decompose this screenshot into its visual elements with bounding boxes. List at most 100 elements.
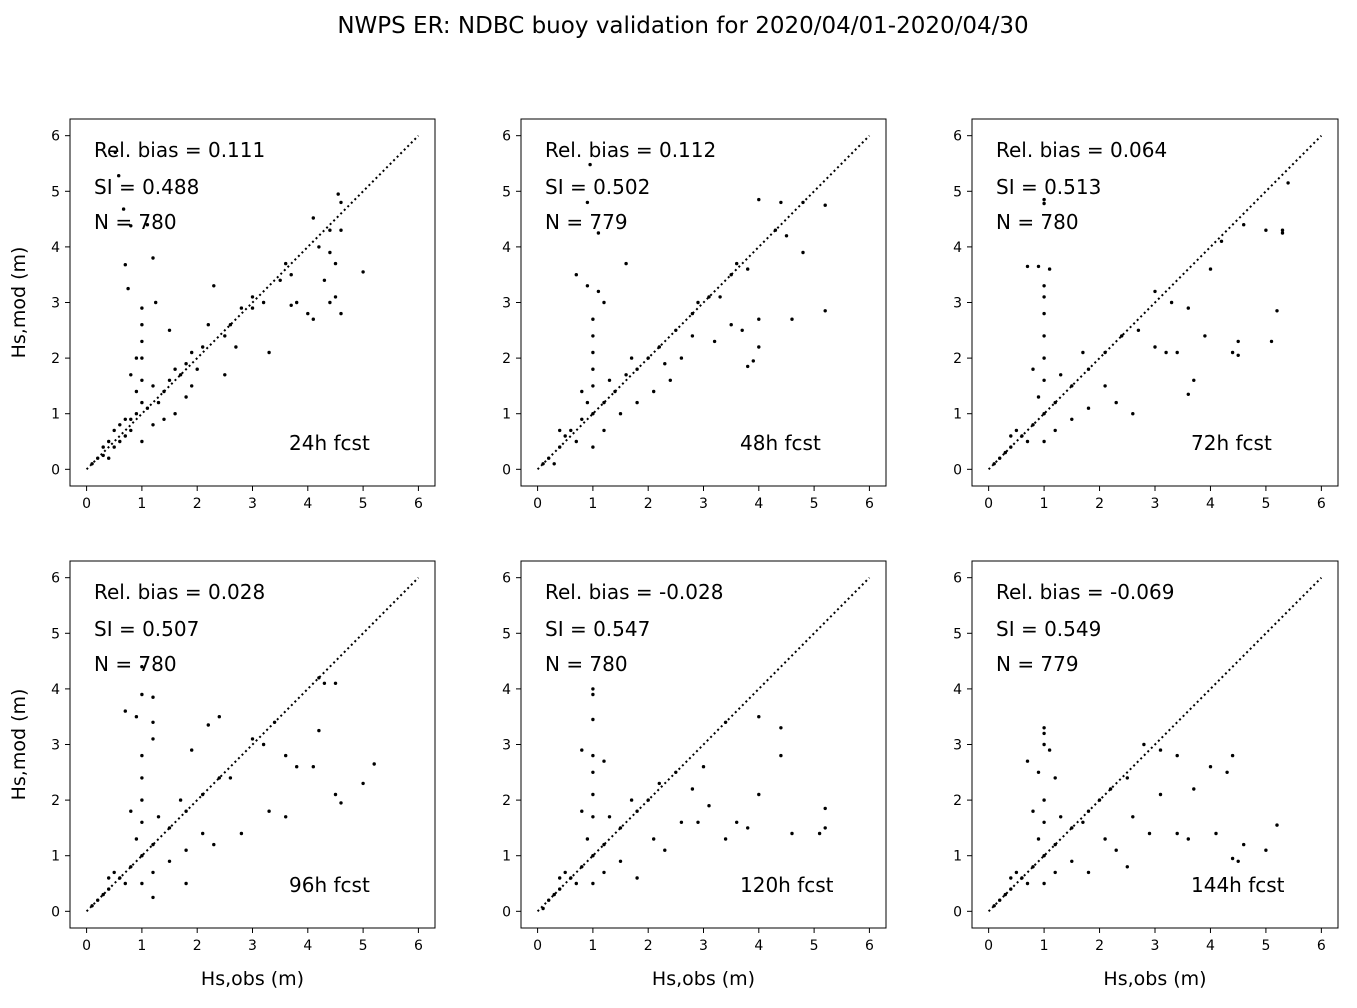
data-point [1142,742,1146,747]
data-point [140,854,144,858]
data-point [1036,837,1041,841]
data-point [1003,450,1007,455]
data-point [790,831,794,836]
data-point [1175,350,1179,355]
data-point [823,806,827,811]
x-tick-label: 5 [359,938,368,954]
data-point [239,306,244,310]
data-point [151,695,155,699]
data-point [1070,417,1074,421]
data-point [618,412,623,416]
data-point [123,434,128,438]
x-tick-label: 6 [865,496,874,512]
data-point [1014,870,1019,875]
scatter-index-text: SI = 0.549 [996,617,1101,641]
data-point [602,428,606,433]
rel-bias-text: Rel. bias = 0.064 [996,138,1167,162]
data-point [779,726,783,730]
data-point [1042,378,1046,382]
data-point [652,837,656,841]
x-tick-label: 0 [533,938,542,954]
y-tick-label: 1 [51,407,60,423]
data-point [284,261,288,266]
data-point [1192,378,1196,382]
y-tick-label: 3 [502,738,511,754]
data-point [234,345,238,349]
data-point [184,395,188,399]
y-tick-label: 4 [51,240,60,256]
data-point [823,826,827,830]
scatter-index-text: SI = 0.507 [94,617,199,641]
data-point [1009,434,1013,438]
data-point [591,334,595,338]
data-point [1158,792,1163,797]
data-point [1236,859,1240,863]
rel-bias-text: Rel. bias = 0.112 [545,138,716,162]
data-point [569,428,573,433]
rel-bias-text: Rel. bias = -0.069 [996,580,1174,604]
data-point [1042,854,1046,858]
data-point [322,681,327,685]
data-point [322,278,327,282]
data-point [757,792,761,797]
data-point [1264,228,1268,232]
data-point [591,687,595,691]
y-tick-label: 0 [953,462,962,478]
data-point [1186,837,1191,841]
x-tick-label: 4 [1206,938,1215,954]
data-point [740,328,744,332]
data-point [339,200,343,205]
data-point [591,753,595,758]
data-point [123,417,128,421]
data-point [1042,201,1046,206]
data-point [1186,392,1191,396]
data-point [1230,350,1235,355]
data-point [1047,267,1052,271]
one-to-one-line [987,134,1323,471]
x-tick-label: 1 [137,496,146,512]
data-point [156,400,161,405]
x-tick-label: 6 [1317,938,1326,954]
data-point [336,192,340,196]
data-point [1025,759,1030,763]
data-point [140,692,144,697]
data-point [140,820,144,824]
x-tick-label: 2 [1095,496,1104,512]
forecast-lead-label: 24h fcst [289,431,370,455]
data-point [817,831,822,836]
data-point [1114,400,1118,405]
data-point [591,815,595,819]
data-point [1086,870,1091,875]
y-tick-label: 5 [502,626,511,642]
data-point [585,400,590,405]
x-tick-label: 5 [1261,938,1270,954]
data-point [1086,406,1091,410]
data-point [718,295,722,299]
data-point [1147,831,1152,836]
data-point [624,261,628,266]
data-point [173,412,177,416]
one-to-one-line [85,134,420,471]
y-tick-label: 1 [51,849,60,865]
x-tick-label: 4 [754,496,763,512]
data-point [1280,231,1285,235]
data-point [1031,367,1035,371]
x-tick-label: 0 [984,938,993,954]
data-point [184,848,188,852]
y-tick-label: 6 [502,571,511,587]
data-point [1009,876,1013,880]
data-point [1053,428,1057,433]
data-point [1036,395,1041,399]
data-point [1053,776,1057,780]
x-tick-label: 1 [588,938,597,954]
data-point [1153,345,1157,349]
data-point [585,837,590,841]
data-point [190,748,194,752]
data-point [184,362,188,366]
y-tick-label: 5 [51,184,60,200]
data-point [195,367,199,371]
data-point [201,345,205,349]
data-point [212,842,216,847]
y-tick-label: 0 [51,462,60,478]
data-point [140,753,144,758]
